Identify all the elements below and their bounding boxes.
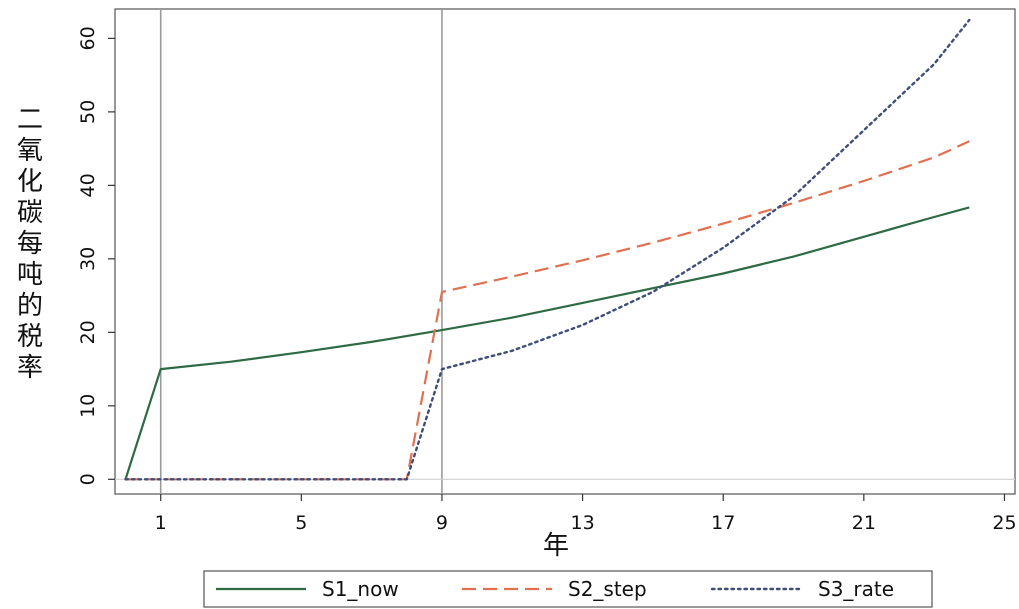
y-axis-title-char: 化 [17,167,43,197]
legend-box [203,570,933,608]
legend-label-S2_step: S2_step [568,577,647,601]
plot-frame [114,8,1016,495]
y-tick-label: 50 [77,100,99,124]
y-tick-label: 30 [77,247,99,271]
legend-label-S3_rate: S3_rate [818,577,894,601]
series-line-S2_step [125,140,970,481]
y-tick-label: 60 [77,26,99,50]
x-axis-title: 年 [543,531,569,561]
y-axis-title-char: 吨 [17,260,43,290]
axes: 1 5 9 13 17 21 25 0 10 20 30 40 50 60 [77,26,1017,534]
y-tick-label: 40 [77,173,99,197]
x-tick-label: 1 [155,512,167,534]
y-axis-title-char: 每 [17,229,43,259]
y-axis-title-char: 税 [17,322,43,352]
legend-label-S1_now: S1_now [322,577,399,601]
y-axis-title-char: 氧 [17,136,43,166]
y-axis-title-char: 碳 [17,198,43,228]
x-tick-label: 13 [570,512,594,534]
y-tick-label: 10 [77,394,99,418]
y-axis-title: 二氧化碳每吨的税率 [17,105,43,383]
x-tick-label: 5 [295,512,307,534]
x-tick-label: 17 [711,512,735,534]
x-tick-label: 9 [436,512,448,534]
y-axis-title-char: 率 [17,353,43,383]
x-tick-label: 25 [992,512,1016,534]
y-tick-label: 0 [77,473,99,485]
series-lines [124,18,971,481]
series-line-S3_rate [124,18,971,481]
legend: S1_now S2_step S3_rate [203,570,933,608]
y-axis-title-char: 二 [17,105,43,135]
series-line-S1_now [124,206,970,480]
x-tick-label: 21 [852,512,876,534]
y-tick-label: 20 [77,320,99,344]
y-axis-title-char: 的 [17,291,43,321]
